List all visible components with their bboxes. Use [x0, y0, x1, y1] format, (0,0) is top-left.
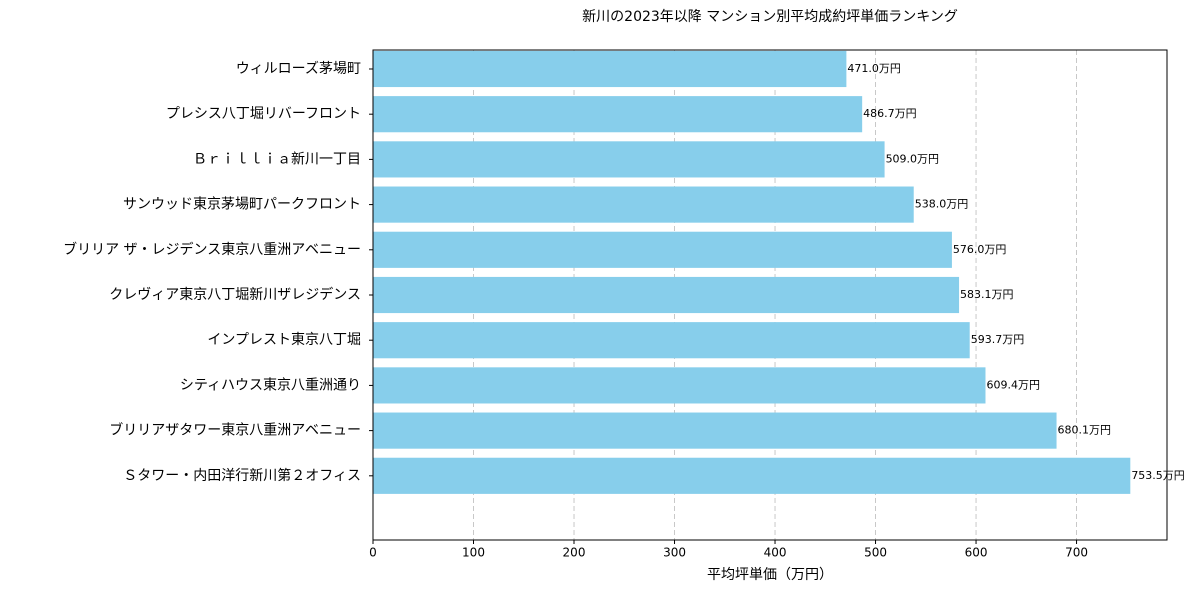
value-label: 576.0万円 [953, 243, 1007, 256]
y-tick-label: ブリリアザタワー東京八重洲アベニュー [109, 422, 361, 439]
x-tick-label: 100 [462, 546, 485, 560]
value-label: 486.7万円 [863, 107, 917, 120]
x-tick-label: 200 [563, 546, 586, 560]
value-label: 593.7万円 [971, 333, 1025, 346]
x-tick-label: 500 [864, 546, 887, 560]
x-axis-label: 平均坪単価（万円） [707, 567, 833, 583]
chart-title: 新川の2023年以降 マンション別平均成約坪単価ランキング [582, 9, 958, 25]
y-tick-label: Ｓタワー・内田洋行新川第２オフィス [123, 467, 361, 484]
y-tick-label: シティハウス東京八重洲通り [180, 377, 361, 393]
value-label: 583.1万円 [960, 288, 1014, 301]
bar [373, 322, 970, 359]
x-tick-label: 400 [764, 546, 787, 560]
value-label: 471.0万円 [847, 62, 901, 75]
bar [373, 412, 1057, 449]
x-tick-label: 600 [965, 546, 988, 560]
y-tick-label: インプレスト東京八丁堀 [207, 332, 361, 348]
bar [373, 457, 1131, 494]
bar [373, 186, 914, 223]
plot-frame [372, 49, 1168, 541]
bar [373, 50, 847, 88]
y-tick-label: サンウッド東京茅場町パークフロント [123, 197, 361, 213]
value-label: 753.5万円 [1131, 469, 1185, 482]
y-tick-label: Ｂｒｉｌｌｉａ新川一丁目 [193, 151, 361, 167]
bar [373, 231, 952, 268]
y-tick-label: ブリリア ザ・レジデンス東京八重洲アベニュー [63, 241, 361, 258]
bar [373, 96, 863, 133]
y-tick-label: ウィルローズ茅場町 [236, 61, 361, 77]
x-tick-label: 700 [1065, 546, 1088, 560]
value-label: 609.4万円 [986, 378, 1040, 391]
x-tick-label: 0 [369, 546, 377, 560]
bar [373, 367, 986, 404]
value-label: 509.0万円 [886, 152, 940, 165]
bar [373, 276, 960, 314]
x-tick-label: 300 [663, 546, 686, 560]
y-tick-label: プレシス八丁堀リバーフロント [166, 106, 361, 122]
value-label: 538.0万円 [915, 198, 969, 211]
y-tick-label: クレヴィア東京八丁堀新川ザレジデンス [109, 286, 361, 303]
bar [373, 141, 885, 178]
value-label: 680.1万円 [1058, 424, 1112, 437]
